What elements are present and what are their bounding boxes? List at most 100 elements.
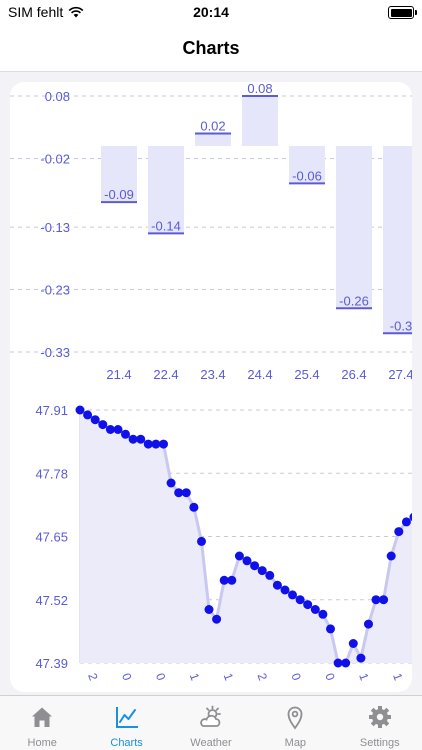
- bar-chart-bar: [101, 145, 137, 203]
- tab-weather-label: Weather: [190, 737, 232, 749]
- line-chart-point: [219, 575, 229, 585]
- line-chart-point: [90, 415, 100, 425]
- tab-charts[interactable]: Charts: [84, 696, 168, 750]
- line-chart-point: [280, 585, 290, 595]
- line-chart-point: [227, 575, 237, 585]
- tab-settings[interactable]: Settings: [338, 696, 422, 750]
- tab-home[interactable]: Home: [0, 696, 84, 750]
- bar-chart-bar: [242, 96, 278, 146]
- line-chart-point: [310, 605, 320, 614]
- weather-icon: [200, 705, 221, 727]
- line-chart-point: [143, 439, 153, 449]
- line-chart-y-tick-label: 47.52: [35, 593, 68, 608]
- line-chart-point: [326, 624, 335, 634]
- line-chart-point: [295, 595, 305, 605]
- line-chart-area-fill: [80, 410, 412, 663]
- bar-chart: 0.08 -0.02 -0.13 -0.23 -0.33 -0.09 21.4 -0.14 22…: [10, 82, 412, 382]
- line-chart-point: [128, 434, 138, 444]
- carrier-label: SIM fehlt: [8, 4, 64, 20]
- line-chart-point: [394, 527, 404, 537]
- line-chart-point: [371, 595, 381, 605]
- line-chart-x-tick-label: 0: [322, 671, 338, 682]
- line-chart-point: [159, 439, 168, 449]
- line-chart-point: [341, 658, 351, 668]
- navigation-bar: Charts: [0, 26, 422, 72]
- tab-settings-label: Settings: [359, 737, 400, 749]
- bar-chart-x-tick-label: 21.4: [106, 367, 131, 382]
- line-chart-point: [212, 614, 222, 624]
- bar-chart-value-label: -0.3: [390, 318, 412, 333]
- gear-icon: [368, 706, 391, 728]
- line-chart-point: [386, 551, 396, 561]
- tab-map-label: Map: [284, 737, 307, 749]
- line-chart-point: [105, 425, 115, 434]
- line-chart-x-tick-label: 1: [187, 671, 203, 682]
- line-chart-x-tick-label: 2: [255, 671, 271, 682]
- line-chart-point: [121, 429, 130, 439]
- line-chart-point: [75, 405, 85, 415]
- line-chart-point: [174, 488, 184, 498]
- bar-chart-bar: [289, 145, 325, 184]
- line-chart-point: [204, 605, 214, 614]
- line-chart-point: [234, 551, 244, 561]
- line-chart-point: [250, 561, 260, 571]
- charts-scroll-view[interactable]: 0.08 -0.02 -0.13 -0.23 -0.33 -0.09 21.4 -0.14 22…: [0, 72, 422, 695]
- line-chart-y-tick-label: 47.78: [35, 466, 68, 481]
- bar-chart-value-label: 0.02: [200, 118, 225, 133]
- line-chart-point: [303, 600, 313, 610]
- line-chart-point: [242, 556, 252, 566]
- line-chart-point: [272, 580, 282, 590]
- line-chart-point: [348, 639, 358, 648]
- bar-chart-bar: [383, 145, 412, 334]
- line-chart-point: [166, 478, 176, 488]
- line-chart-point: [356, 653, 366, 663]
- home-icon: [32, 707, 53, 727]
- line-chart-point: [181, 488, 191, 498]
- bar-chart-x-tick-label: 23.4: [200, 367, 225, 382]
- line-chart-point: [189, 502, 199, 512]
- bar-chart-value-label: -0.09: [104, 187, 134, 202]
- bar-chart-x-tick-label: 25.4: [294, 367, 319, 382]
- line-chart-point: [379, 595, 389, 605]
- tab-charts-label: Charts: [110, 737, 143, 749]
- line-chart-y-tick-label: 47.91: [35, 403, 68, 418]
- bar-chart-value-label: -0.26: [339, 293, 369, 308]
- page-title: Charts: [182, 38, 240, 58]
- bar-chart-x-tick-label: 24.4: [247, 367, 272, 382]
- line-chart-point: [257, 566, 267, 576]
- status-bar: SIM fehlt 20:14: [0, 0, 422, 26]
- line-chart-point: [409, 512, 412, 522]
- bar-chart-y-tick-label: 0.08: [45, 89, 70, 104]
- bar-chart-value-label: 0.08: [247, 82, 272, 96]
- bar-chart-x-tick-label: 27.4: [388, 367, 412, 382]
- line-chart-x-tick-label: 0: [288, 671, 304, 682]
- bar-chart-x-tick-label: 26.4: [341, 367, 366, 382]
- bar-chart-value-label: -0.06: [292, 168, 322, 183]
- line-chart-point: [318, 609, 328, 619]
- line-chart-point: [401, 517, 411, 527]
- line-chart-point: [288, 590, 297, 600]
- line-chart-x-tick-label: 1: [221, 671, 237, 682]
- bar-chart-y-tick-label: -0.13: [40, 220, 70, 235]
- tab-bar: Home Charts Weather Map Settings: [0, 695, 422, 750]
- line-chart-point: [113, 425, 123, 434]
- chart-line-icon: [115, 707, 138, 728]
- line-chart-point: [136, 434, 146, 444]
- bar-chart-y-tick-label: -0.33: [40, 345, 70, 360]
- wifi-icon: [68, 6, 84, 18]
- status-time: 20:14: [193, 4, 229, 20]
- line-chart-point: [83, 410, 93, 420]
- bar-chart-x-tick-label: 22.4: [153, 367, 178, 382]
- line-chart-point: [265, 570, 275, 580]
- line-chart-x-tick-label: 2: [85, 671, 101, 682]
- tab-map[interactable]: Map: [253, 696, 337, 750]
- line-chart-x-tick-label: 0: [119, 671, 135, 682]
- charts-card: 0.08 -0.02 -0.13 -0.23 -0.33 -0.09 21.4 -0.14 22…: [10, 82, 412, 692]
- line-chart-y-tick-label: 47.65: [35, 530, 68, 545]
- line-chart-x-tick-label: 1: [390, 671, 406, 682]
- tab-weather[interactable]: Weather: [169, 696, 253, 750]
- bar-chart-value-label: -0.14: [151, 218, 181, 233]
- battery-full-icon: [388, 6, 417, 19]
- bar-chart-y-tick-label: -0.23: [40, 283, 70, 298]
- line-chart: 47.91 47.78 47.65 47.52 47.39 2 0 0 1 1 2 0 0 1 1: [35, 403, 412, 683]
